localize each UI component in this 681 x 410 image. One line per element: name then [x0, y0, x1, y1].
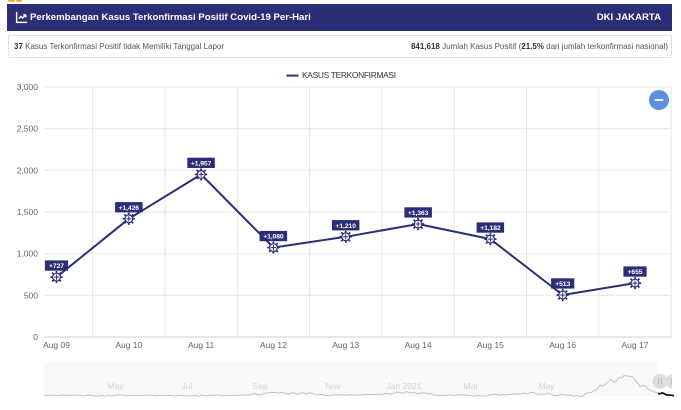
- svg-text:3,000: 3,000: [17, 82, 39, 92]
- svg-text:Jul: Jul: [182, 381, 193, 391]
- svg-text:Aug 16: Aug 16: [549, 340, 576, 350]
- svg-text:Aug 12: Aug 12: [260, 340, 287, 350]
- svg-text:+655: +655: [628, 269, 643, 276]
- svg-text:Jan 2021: Jan 2021: [387, 381, 422, 391]
- svg-text:Aug 11: Aug 11: [188, 340, 215, 350]
- svg-text:+1,080: +1,080: [263, 234, 284, 241]
- svg-text:Aug 09: Aug 09: [43, 340, 70, 350]
- svg-text:Aug 14: Aug 14: [405, 340, 432, 350]
- svg-text:May: May: [107, 381, 124, 391]
- svg-text:Aug 17: Aug 17: [622, 340, 649, 350]
- svg-text:2,500: 2,500: [17, 124, 39, 134]
- svg-text:500: 500: [24, 290, 38, 300]
- svg-text:1,500: 1,500: [17, 207, 39, 217]
- svg-text:+1,363: +1,363: [408, 210, 429, 217]
- svg-text:+1,182: +1,182: [480, 225, 501, 232]
- svg-text:Aug 13: Aug 13: [332, 340, 359, 350]
- svg-text:1,000: 1,000: [17, 249, 39, 259]
- svg-text:Aug 10: Aug 10: [115, 340, 142, 350]
- svg-text:0: 0: [33, 332, 38, 342]
- svg-text:+1,426: +1,426: [119, 205, 140, 212]
- svg-text:Aug 15: Aug 15: [477, 340, 504, 350]
- svg-text:2,000: 2,000: [17, 165, 39, 175]
- svg-text:+1,210: +1,210: [336, 223, 357, 230]
- svg-text:+727: +727: [49, 263, 64, 270]
- svg-text:May: May: [538, 381, 555, 391]
- svg-text:+513: +513: [555, 281, 570, 288]
- svg-text:Nov: Nov: [325, 381, 341, 391]
- svg-text:Sep: Sep: [252, 381, 267, 391]
- svg-text:KASUS TERKONFIRMASI: KASUS TERKONFIRMASI: [302, 70, 396, 80]
- svg-text:Mar: Mar: [464, 381, 479, 391]
- svg-text:+1,957: +1,957: [191, 160, 212, 167]
